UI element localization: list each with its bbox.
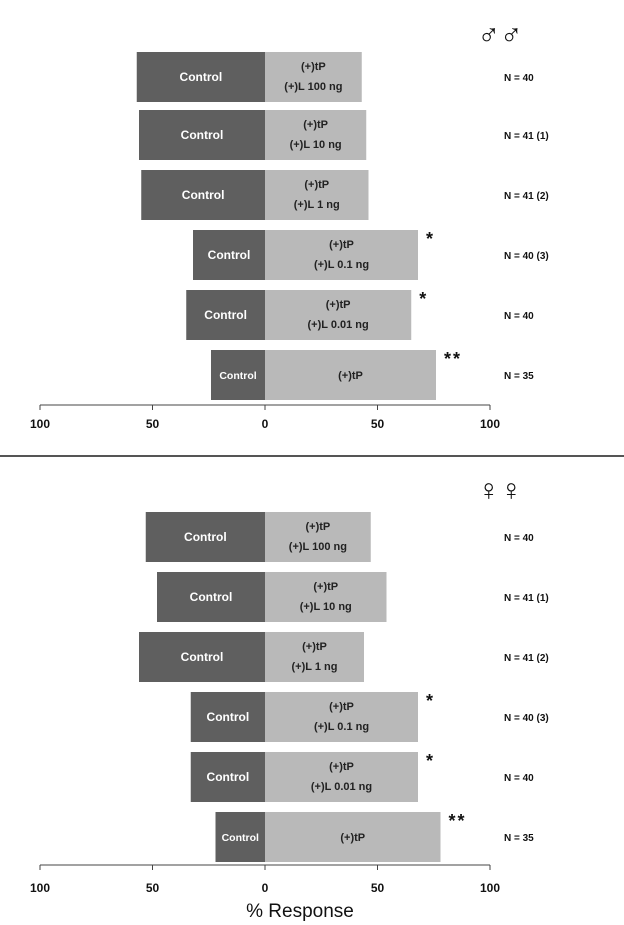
significance-marker: * [426,691,435,711]
treatment-bar [265,52,362,102]
treatment-bar-label: (+)tP [301,61,326,73]
control-bar [145,512,265,562]
control-bar [136,52,265,102]
x-axis-label: % Response [246,901,354,922]
control-bar [141,170,265,220]
sample-size-label: N = 40 [504,773,534,784]
control-bar [215,812,265,862]
significance-marker: * [426,751,435,771]
treatment-bar [265,170,369,220]
significance-marker: * [419,289,428,309]
treatment-bar [265,692,418,742]
control-bar [139,632,265,682]
treatment-dose-label: (+)L 1 ng [292,661,338,673]
significance-marker: ** [449,811,467,831]
control-bar-label: Control [219,370,256,382]
sample-size-label: N = 35 [504,833,534,844]
treatment-bar-label: (+)tP [313,581,338,593]
x-tick-label: 50 [146,881,160,895]
sample-size-label: N = 35 [504,371,534,382]
sample-size-label: N = 40 [504,533,534,544]
x-tick-label: 0 [262,881,269,895]
treatment-dose-label: (+)L 0.1 ng [314,259,369,271]
panel-divider [0,455,624,457]
control-bar-label: Control [181,650,224,664]
control-bar-label: Control [180,70,223,84]
x-tick-label: 100 [480,417,500,431]
control-bar-label: Control [222,832,259,844]
x-tick-label: 0 [262,417,269,431]
treatment-bar-label: (+)tP [340,832,365,844]
treatment-bar-label: (+)tP [302,641,327,653]
treatment-bar [265,290,412,340]
control-bar-label: Control [204,308,247,322]
control-bar [211,350,265,400]
control-bar [139,110,265,160]
control-bar-label: Control [182,188,225,202]
treatment-bar-label: (+)tP [326,299,351,311]
significance-marker: * [426,229,435,249]
sample-size-label: N = 40 [504,311,534,322]
treatment-bar [265,512,371,562]
control-bar-label: Control [184,530,227,544]
control-bar-label: Control [207,710,250,724]
treatment-dose-label: (+)L 0.01 ng [308,319,369,331]
treatment-bar [265,812,441,862]
treatment-bar-label: (+)tP [329,701,354,713]
treatment-bar-label: (+)tP [304,179,329,191]
control-bar [193,230,265,280]
x-tick-label: 50 [371,881,385,895]
control-bar [186,290,265,340]
treatment-bar [265,110,367,160]
sample-size-label: N = 41 (2) [504,653,549,664]
x-tick-label: 50 [371,417,385,431]
sample-size-label: N = 41 (1) [504,593,549,604]
control-bar-label: Control [207,770,250,784]
treatment-bar-label: (+)tP [329,761,354,773]
treatment-bar [265,230,418,280]
sample-size-label: N = 40 (3) [504,251,549,262]
treatment-dose-label: (+)L 1 ng [294,199,340,211]
treatment-dose-label: (+)L 0.1 ng [314,721,369,733]
sample-size-label: N = 41 (1) [504,131,549,142]
treatment-bar [265,752,418,802]
panel-sex-symbol: ♂♂ [478,19,523,52]
treatment-dose-label: (+)L 0.01 ng [311,781,372,793]
significance-marker: ** [444,349,462,369]
control-bar [190,692,265,742]
control-bar [190,752,265,802]
treatment-bar-label: (+)tP [306,521,331,533]
treatment-bar [265,350,436,400]
treatment-bar [265,572,387,622]
control-bar-label: Control [181,128,224,142]
control-bar [157,572,265,622]
sample-size-label: N = 40 (3) [504,713,549,724]
x-tick-label: 100 [480,881,500,895]
treatment-dose-label: (+)L 100 ng [284,81,342,93]
panel-sex-symbol: ♀♀ [478,474,523,507]
control-bar-label: Control [190,590,233,604]
x-tick-label: 100 [30,881,50,895]
treatment-bar-label: (+)tP [329,239,354,251]
treatment-bar [265,632,364,682]
treatment-bar-label: (+)tP [303,119,328,131]
treatment-dose-label: (+)L 100 ng [289,541,347,553]
treatment-dose-label: (+)L 10 ng [300,601,352,613]
treatment-dose-label: (+)L 10 ng [290,139,342,151]
control-bar-label: Control [208,248,251,262]
x-tick-label: 100 [30,417,50,431]
sample-size-label: N = 41 (2) [504,191,549,202]
sample-size-label: N = 40 [504,73,534,84]
treatment-bar-label: (+)tP [338,370,363,382]
x-tick-label: 50 [146,417,160,431]
